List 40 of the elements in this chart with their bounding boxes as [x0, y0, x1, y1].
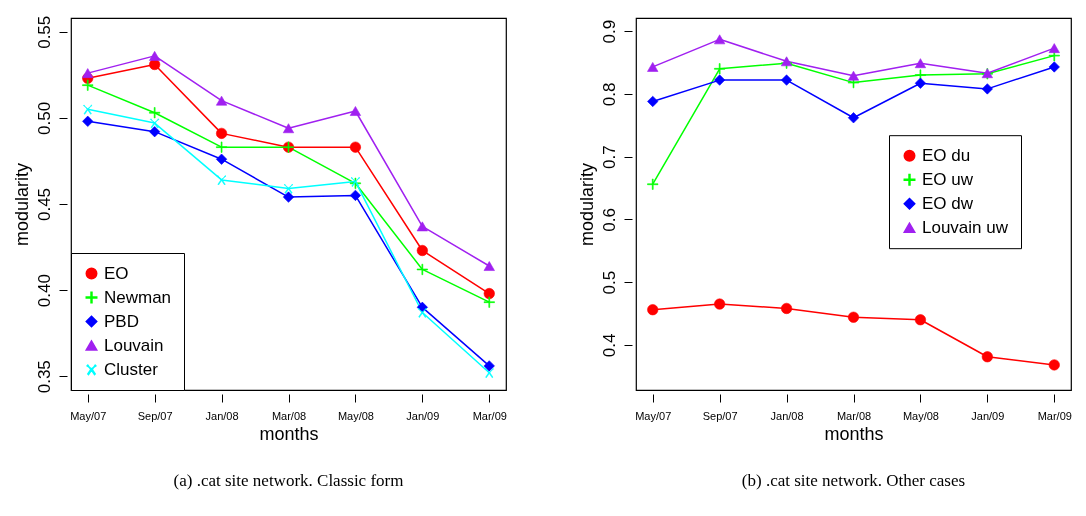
x-tick-label: Sep/07	[702, 409, 738, 422]
y-tick-label: 0.40	[34, 274, 54, 308]
x-axis-title: months	[259, 423, 319, 444]
y-tick-label: 0.9	[599, 19, 619, 44]
x-tick-label: May/07	[635, 409, 672, 422]
x-tick-label: Jan/08	[770, 409, 804, 422]
x-tick-label: May/08	[902, 409, 939, 422]
x-tick-label: Jan/09	[971, 409, 1005, 422]
y-tick-label: 0.8	[599, 82, 619, 107]
x-tick-label: Mar/09	[472, 409, 507, 422]
y-tick-label: 0.55	[34, 15, 54, 49]
y-tick-label: 0.50	[34, 101, 54, 135]
legend-label: EO uw	[922, 169, 974, 189]
legend-label: Louvain uw	[922, 217, 1009, 237]
x-tick-label: Jan/08	[205, 409, 239, 422]
y-axis-title: modularity	[11, 162, 32, 247]
x-tick-label: May/07	[70, 409, 107, 422]
y-tick-label: 0.35	[34, 360, 54, 394]
legend-label: Cluster	[104, 359, 159, 379]
y-tick-label: 0.45	[34, 187, 54, 222]
x-tick-label: Mar/08	[836, 409, 872, 422]
x-tick-label: May/08	[337, 409, 374, 422]
x-axis-title: months	[824, 423, 884, 444]
legend-label: EO	[104, 263, 129, 283]
y-tick-label: 0.4	[599, 333, 619, 358]
x-tick-label: Jan/09	[406, 409, 440, 422]
legend-label: PBD	[104, 311, 139, 331]
legend-label: Newman	[104, 287, 172, 307]
text: (b) .cat site network. Other cases	[741, 471, 966, 490]
y-tick-label: 0.6	[599, 208, 619, 232]
y-tick-label: 0.7	[599, 145, 619, 169]
text: (a) .cat site network. Classic form	[173, 471, 404, 490]
y-tick-label: 0.5	[599, 270, 619, 295]
x-tick-label: Mar/09	[1037, 409, 1072, 422]
legend-label: EO du	[922, 145, 971, 165]
x-tick-label: Mar/08	[271, 409, 307, 422]
legend-label: Louvain	[104, 335, 164, 355]
y-axis-title: modularity	[576, 162, 597, 247]
x-tick-label: Sep/07	[137, 409, 173, 422]
legend-label: EO dw	[922, 193, 974, 213]
